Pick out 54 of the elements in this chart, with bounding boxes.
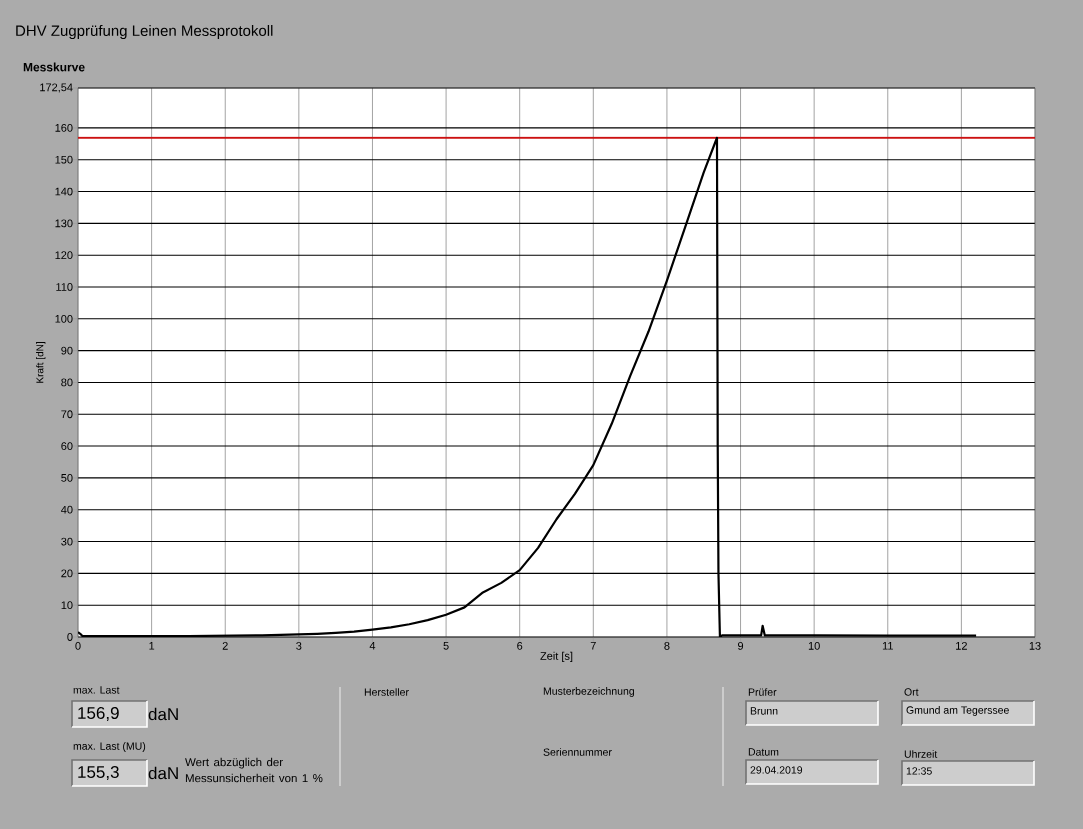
y-tick-label: 50 xyxy=(61,474,73,482)
text: daN xyxy=(148,707,178,721)
text: Uhrzeit xyxy=(904,750,938,758)
text: Wert abzüglich der Messunsicherheit von 1 % xyxy=(185,757,323,783)
text: daN xyxy=(148,766,178,780)
y-tick-label: 172,54 xyxy=(40,83,73,93)
x-tick-label: 11 xyxy=(882,641,893,650)
x-tick-label: 3 xyxy=(296,641,302,650)
y-axis-title: Kraft [dN] xyxy=(36,342,46,383)
text: Ort xyxy=(904,688,919,696)
text: Seriennummer xyxy=(543,748,612,756)
text: 156,9 xyxy=(78,706,119,722)
x-tick-label: 5 xyxy=(443,641,449,650)
chart-title: DHV Zugprüfung Leinen Messprotokoll xyxy=(16,25,273,39)
text: Hersteller xyxy=(364,688,409,696)
y-tick-label: 60 xyxy=(61,442,73,450)
text: Gmund am Tegerssee xyxy=(906,706,1009,716)
text: 12:35 xyxy=(906,767,932,775)
x-tick-label: 1 xyxy=(149,641,155,650)
text: 29.04.2019 xyxy=(750,766,803,774)
y-tick-label: 20 xyxy=(61,569,73,578)
y-tick-label: 160 xyxy=(55,124,73,132)
x-tick-label: 13 xyxy=(1029,641,1041,650)
y-tick-label: 100 xyxy=(55,314,73,323)
x-tick-label: 9 xyxy=(738,641,744,650)
text: Prüfer xyxy=(748,688,777,696)
y-tick-label: 130 xyxy=(55,219,73,228)
text: Musterbezeichnung xyxy=(543,687,635,697)
y-tick-label: 10 xyxy=(61,601,73,610)
y-tick-label: 80 xyxy=(61,378,73,387)
y-tick-label: 120 xyxy=(55,251,73,260)
y-tick-label: 140 xyxy=(55,187,73,196)
text: max. Last xyxy=(73,686,120,694)
y-tick-label: 110 xyxy=(56,283,73,291)
x-tick-label: 0 xyxy=(75,641,81,650)
y-tick-label: 70 xyxy=(61,410,73,419)
text: 155,3 xyxy=(78,765,119,781)
x-tick-label: 12 xyxy=(956,641,967,650)
y-tick-label: 0 xyxy=(67,633,73,641)
text: max. Last (MU) xyxy=(73,742,146,752)
y-tick-label: 90 xyxy=(61,346,73,355)
x-tick-label: 10 xyxy=(808,641,820,650)
x-tick-label: 6 xyxy=(517,641,523,650)
y-tick-label: 40 xyxy=(61,505,73,514)
text: Brunn xyxy=(750,707,778,715)
y-tick-label: 30 xyxy=(61,537,73,546)
chart-subtitle: Messkurve xyxy=(23,62,85,72)
x-tick-label: 8 xyxy=(664,641,670,650)
x-axis-title: Zeit [s] xyxy=(540,651,573,663)
y-tick-label: 150 xyxy=(55,155,73,164)
text: Datum xyxy=(748,748,779,756)
x-tick-label: 4 xyxy=(369,641,376,650)
x-tick-label: 2 xyxy=(222,641,228,650)
x-tick-label: 7 xyxy=(590,641,596,650)
